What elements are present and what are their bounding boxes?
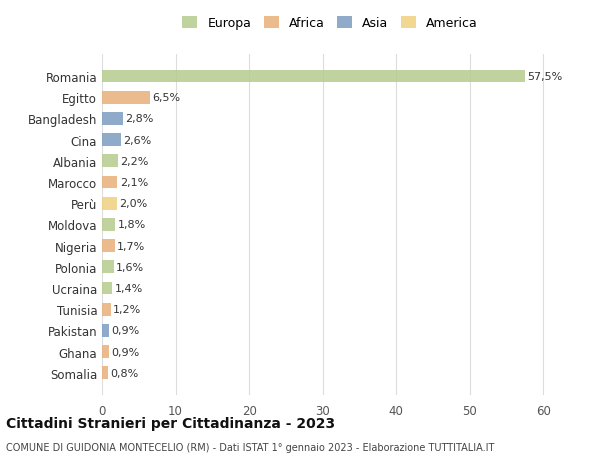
Legend: Europa, Africa, Asia, America: Europa, Africa, Asia, America [182, 17, 478, 30]
Bar [102, 113, 122, 125]
Text: 2,0%: 2,0% [119, 199, 147, 209]
Bar [102, 240, 115, 252]
Text: 2,1%: 2,1% [119, 178, 148, 188]
Text: COMUNE DI GUIDONIA MONTECELIO (RM) - Dati ISTAT 1° gennaio 2023 - Elaborazione T: COMUNE DI GUIDONIA MONTECELIO (RM) - Dat… [6, 442, 494, 452]
Bar [102, 261, 114, 274]
Bar [102, 176, 118, 189]
Bar [102, 346, 109, 358]
Text: 2,8%: 2,8% [125, 114, 153, 124]
Bar [102, 325, 109, 337]
Text: 1,6%: 1,6% [116, 262, 144, 272]
Text: 1,7%: 1,7% [117, 241, 145, 251]
Bar [102, 367, 108, 379]
Bar [102, 282, 112, 295]
Bar [102, 71, 525, 83]
Text: Cittadini Stranieri per Cittadinanza - 2023: Cittadini Stranieri per Cittadinanza - 2… [6, 416, 335, 430]
Text: 0,8%: 0,8% [110, 368, 139, 378]
Text: 0,9%: 0,9% [111, 347, 139, 357]
Bar [102, 197, 117, 210]
Bar [102, 155, 118, 168]
Text: 57,5%: 57,5% [527, 72, 562, 82]
Text: 0,9%: 0,9% [111, 326, 139, 336]
Bar [102, 218, 115, 231]
Text: 1,2%: 1,2% [113, 304, 141, 314]
Text: 2,6%: 2,6% [124, 135, 152, 146]
Bar [102, 134, 121, 147]
Bar [102, 303, 111, 316]
Text: 2,2%: 2,2% [121, 157, 149, 167]
Text: 1,4%: 1,4% [115, 283, 143, 293]
Bar [102, 92, 150, 104]
Text: 6,5%: 6,5% [152, 93, 180, 103]
Text: 1,8%: 1,8% [118, 220, 146, 230]
